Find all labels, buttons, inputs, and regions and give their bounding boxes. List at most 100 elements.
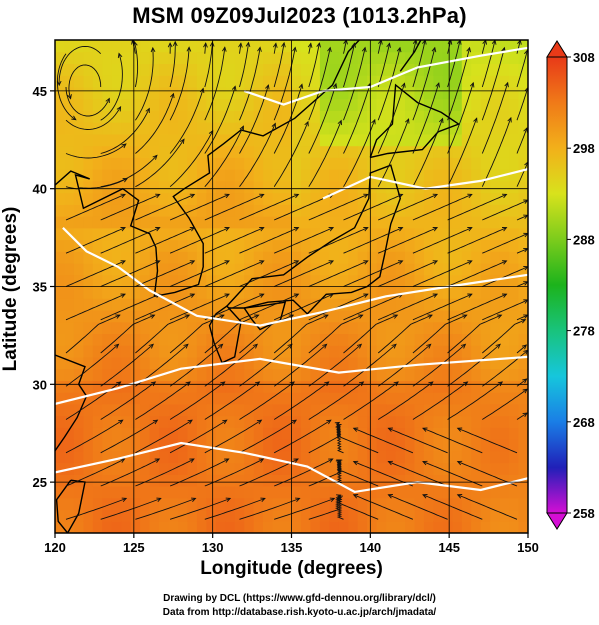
stream-arrow-66 bbox=[259, 293, 265, 298]
stream-arrow-15 bbox=[156, 497, 162, 503]
stream-arrow-136 bbox=[335, 460, 342, 465]
x-tick-label-145: 145 bbox=[438, 540, 460, 555]
stream-arrow-197 bbox=[456, 427, 463, 432]
streamline-197 bbox=[457, 427, 518, 454]
stream-arrow-60 bbox=[260, 497, 266, 503]
streamline-145 bbox=[377, 118, 410, 187]
y-tick-label-25: 25 bbox=[33, 475, 47, 490]
stream-arrow-132 bbox=[361, 46, 367, 53]
streamline-43 bbox=[133, 41, 139, 88]
streamline-182 bbox=[422, 427, 483, 454]
colorbar-label-258: 258 bbox=[573, 506, 595, 521]
streamline-35 bbox=[135, 314, 190, 354]
stream-arrow-155 bbox=[462, 314, 468, 319]
colorbar-label-268: 268 bbox=[573, 415, 595, 430]
streamline-199 bbox=[516, 378, 527, 387]
streamline-103 bbox=[273, 42, 285, 88]
streamline-119 bbox=[308, 43, 312, 54]
streamline-55 bbox=[169, 130, 214, 188]
streamline-185 bbox=[482, 319, 526, 354]
stream-arrow-32 bbox=[187, 419, 193, 425]
stream-arrow-67 bbox=[259, 260, 265, 265]
y-axis: 25 30 35 40 45 bbox=[33, 84, 55, 490]
streamline-60 bbox=[204, 497, 266, 520]
stream-arrow-160 bbox=[438, 117, 444, 124]
streamline-159 bbox=[412, 193, 472, 221]
streamline-19 bbox=[100, 343, 154, 387]
streamline-201 bbox=[516, 314, 528, 321]
stream-arrow-146 bbox=[401, 82, 406, 88]
x-tick-label-135: 135 bbox=[281, 540, 303, 555]
stream-arrow-151 bbox=[352, 460, 359, 466]
stream-arrow-70 bbox=[239, 125, 244, 131]
colorbar: 258 268 278 288 298 308 bbox=[546, 40, 595, 530]
stream-arrow-9 bbox=[120, 193, 126, 199]
x-axis-label: Longitude (degrees) bbox=[200, 558, 383, 579]
stream-arrow-139 bbox=[426, 343, 432, 349]
stream-arrow-31 bbox=[189, 458, 195, 463]
streamline-208 bbox=[516, 50, 528, 88]
stream-arrow-130 bbox=[371, 118, 376, 125]
colorbar-top-arrow bbox=[546, 40, 568, 58]
stream-arrow-87 bbox=[257, 46, 262, 52]
stream-arrow-38 bbox=[189, 227, 196, 232]
streamline-21 bbox=[100, 293, 160, 321]
stream-arrow-11 bbox=[121, 143, 127, 149]
stream-arrow-125 bbox=[392, 314, 399, 319]
stream-arrow-102 bbox=[292, 46, 297, 52]
streamline-195 bbox=[457, 494, 518, 520]
streamline-112 bbox=[308, 260, 368, 287]
streamline-114 bbox=[308, 193, 368, 221]
stream-arrow-54 bbox=[224, 193, 230, 199]
stream-arrow-167 bbox=[387, 427, 393, 432]
stream-arrow-109 bbox=[356, 343, 363, 349]
streamline-79 bbox=[239, 343, 293, 387]
stream-arrow-46 bbox=[224, 458, 230, 463]
streamline-102 bbox=[273, 47, 296, 121]
colorbar-label-278: 278 bbox=[573, 324, 595, 339]
stream-arrow-61 bbox=[258, 458, 265, 463]
streamline-33 bbox=[135, 381, 191, 420]
streamline-66 bbox=[204, 293, 264, 321]
stream-arrow-135 bbox=[336, 494, 342, 499]
stream-arrow-13 bbox=[105, 97, 110, 103]
streamline-170 bbox=[447, 314, 502, 354]
streamline-15 bbox=[100, 497, 161, 520]
streamline-9 bbox=[65, 193, 126, 221]
streamline-125 bbox=[343, 314, 398, 354]
streamline-69 bbox=[204, 193, 264, 221]
stream-arrow-91 bbox=[328, 458, 334, 463]
streamline-64 bbox=[204, 343, 258, 387]
streamline-100 bbox=[273, 121, 309, 187]
streamline-37 bbox=[135, 260, 195, 287]
streamline-202 bbox=[516, 281, 528, 287]
streamline-115 bbox=[308, 120, 342, 187]
stream-arrow-5 bbox=[115, 314, 121, 319]
stream-arrow-6 bbox=[120, 293, 126, 298]
streamline-26 bbox=[100, 108, 150, 154]
y-tick-label-45: 45 bbox=[33, 84, 47, 99]
streamline-200 bbox=[516, 344, 527, 354]
stream-arrow-137 bbox=[335, 426, 341, 431]
streamline-127 bbox=[343, 260, 403, 287]
stream-arrow-101 bbox=[298, 83, 304, 89]
stream-arrow-16 bbox=[154, 458, 161, 463]
stream-arrow-1 bbox=[119, 458, 126, 463]
stream-arrow-24 bbox=[155, 193, 161, 199]
streamline-128 bbox=[343, 227, 403, 254]
streamline-174 bbox=[447, 193, 507, 221]
stream-arrow-116 bbox=[332, 82, 338, 89]
streamline-0 bbox=[65, 497, 127, 520]
stream-arrow-169 bbox=[495, 343, 501, 349]
streamline-206 bbox=[516, 127, 528, 154]
coastline-6 bbox=[55, 170, 159, 297]
streamline-97 bbox=[274, 260, 334, 287]
streamline-18 bbox=[100, 381, 156, 420]
stream-arrow-133 bbox=[351, 42, 357, 48]
streamline-72 bbox=[204, 47, 226, 121]
streamline-161 bbox=[412, 82, 440, 154]
streamline-113 bbox=[308, 227, 368, 254]
streamline-8 bbox=[65, 227, 126, 254]
streamline-80 bbox=[239, 314, 294, 354]
stream-arrow-185 bbox=[520, 319, 527, 324]
